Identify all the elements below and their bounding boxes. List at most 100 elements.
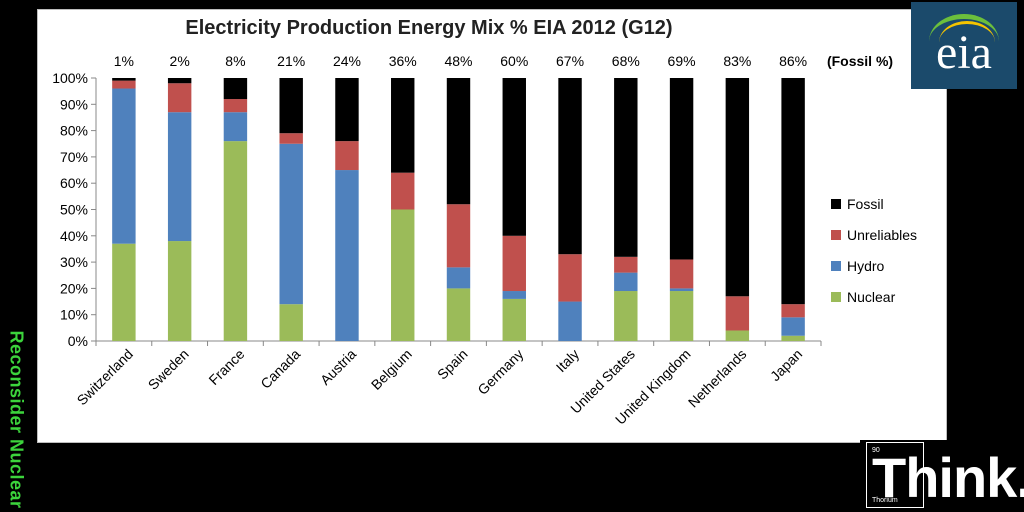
bar-segment-unreliables	[446, 204, 471, 268]
fossil-percent-value: 8%	[225, 53, 245, 69]
y-tick-label: 20%	[60, 280, 88, 296]
bar-segment-nuclear	[725, 330, 750, 341]
fossil-percent-value: 60%	[500, 53, 528, 69]
category-label: Austria	[317, 346, 359, 388]
bar-segment-fossil	[279, 78, 303, 134]
bar-segment-hydro	[279, 143, 303, 305]
bar-segment-hydro	[446, 267, 471, 289]
legend-swatch-nuclear	[831, 292, 841, 302]
fossil-percent-value: 36%	[389, 53, 417, 69]
y-tick-label: 100%	[52, 70, 88, 86]
category-label: Germany	[474, 346, 526, 398]
y-tick-label: 50%	[60, 202, 88, 218]
chart-title: Electricity Production Energy Mix % EIA …	[185, 17, 672, 39]
legend-label-hydro: Hydro	[847, 258, 885, 274]
y-tick-label: 40%	[60, 228, 88, 244]
plot-area: 0% 10% 20% 30% 40% 50% 60% 70% 80% 90% 100% 1% Switz…	[52, 53, 917, 428]
think-logo: 90 Thorium Think.	[860, 440, 1024, 512]
fossil-percent-value: 24%	[333, 53, 361, 69]
y-tick-label: 0%	[68, 333, 88, 349]
stacked-bar-chart: Electricity Production Energy Mix % EIA …	[52, 17, 917, 428]
fossil-percent-value: 67%	[556, 53, 584, 69]
bar-segment-hydro	[112, 88, 136, 244]
eia-logo: eia	[911, 2, 1017, 89]
category-label: Japan	[767, 346, 805, 384]
bar-segment-hydro	[669, 288, 694, 292]
fossil-percent-value: 68%	[612, 53, 640, 69]
bar-segment-hydro	[781, 317, 805, 336]
bar-segment-nuclear	[614, 291, 638, 341]
bar-segment-fossil	[446, 78, 471, 205]
y-tick-label: 70%	[60, 149, 88, 165]
y-tick-label: 60%	[60, 175, 88, 191]
chart-panel: Electricity Production Energy Mix % EIA …	[37, 9, 947, 443]
bar-segment-fossil	[112, 78, 136, 81]
bar-segment-fossil	[223, 78, 248, 100]
fossil-percent-value: 2%	[170, 53, 190, 69]
bar-segment-hydro	[502, 291, 526, 299]
category-label: Switzerland	[74, 346, 136, 408]
bar-segment-unreliables	[112, 80, 136, 89]
fossil-percent-value: 48%	[444, 53, 472, 69]
bar-segment-fossil	[391, 78, 415, 173]
bar-segment-unreliables	[335, 141, 359, 171]
bar-segment-unreliables	[558, 254, 582, 302]
category-label: Belgium	[368, 346, 415, 393]
bar-segment-fossil	[614, 78, 638, 257]
bar-segment-unreliables	[669, 259, 694, 289]
bar-segment-nuclear	[781, 335, 805, 341]
y-tick-label: 30%	[60, 254, 88, 270]
bar-segment-unreliables	[223, 99, 248, 113]
bar-segment-unreliables	[725, 296, 750, 331]
bar-segment-hydro	[167, 112, 192, 242]
category-label: France	[205, 346, 247, 388]
element-number: 90	[872, 447, 880, 454]
bar-segment-fossil	[725, 78, 750, 297]
fossil-percent-value: 1%	[114, 53, 134, 69]
bar-segment-nuclear	[167, 241, 192, 341]
bar-segment-nuclear	[502, 298, 526, 341]
fossil-percent-label: (Fossil %)	[827, 53, 893, 69]
bar-segment-nuclear	[112, 243, 136, 341]
bar-segment-nuclear	[223, 141, 248, 341]
category-label: Spain	[434, 346, 471, 383]
bar-segment-nuclear	[446, 288, 471, 341]
category-label: Canada	[257, 346, 303, 392]
bar-segment-nuclear	[391, 209, 415, 341]
bar-segment-unreliables	[502, 235, 526, 292]
fossil-percent-value: 69%	[668, 53, 696, 69]
bar-segment-hydro	[223, 112, 248, 142]
fossil-percent-value: 83%	[723, 53, 751, 69]
bar-segment-unreliables	[614, 256, 638, 273]
logo-text: eia	[936, 26, 992, 79]
think-word: Think.	[872, 446, 1024, 509]
legend-swatch-unreliables	[831, 230, 841, 240]
bar-segment-fossil	[502, 78, 526, 236]
thorium-element-box	[866, 442, 924, 508]
fossil-percent-value: 86%	[779, 53, 807, 69]
bar-segment-nuclear	[279, 304, 303, 341]
bar-segment-fossil	[781, 78, 805, 305]
bar-segment-fossil	[558, 78, 582, 255]
legend-swatch-hydro	[831, 261, 841, 271]
bar-segment-unreliables	[391, 172, 415, 210]
bar-segment-fossil	[167, 78, 192, 84]
logo-arc-green	[929, 14, 999, 69]
element-name: Thorium	[872, 497, 898, 504]
bar-segment-hydro	[335, 170, 359, 341]
legend-label-unreliables: Unreliables	[847, 227, 917, 243]
bar-segment-fossil	[335, 78, 359, 142]
category-label: Italy	[553, 346, 582, 375]
category-label: Sweden	[145, 346, 192, 393]
y-tick-label: 90%	[60, 96, 88, 112]
y-tick-label: 10%	[60, 307, 88, 323]
logo-arc-yellow	[939, 21, 995, 64]
bar-segment-nuclear	[669, 291, 694, 341]
bar-segment-hydro	[614, 272, 638, 292]
category-label: Netherlands	[685, 346, 750, 411]
legend-label-nuclear: Nuclear	[847, 289, 896, 305]
fossil-percent-value: 21%	[277, 53, 305, 69]
legend-swatch-fossil	[831, 199, 841, 209]
side-label: Reconsider Nuclear	[6, 330, 27, 509]
legend-label-fossil: Fossil	[847, 196, 884, 212]
